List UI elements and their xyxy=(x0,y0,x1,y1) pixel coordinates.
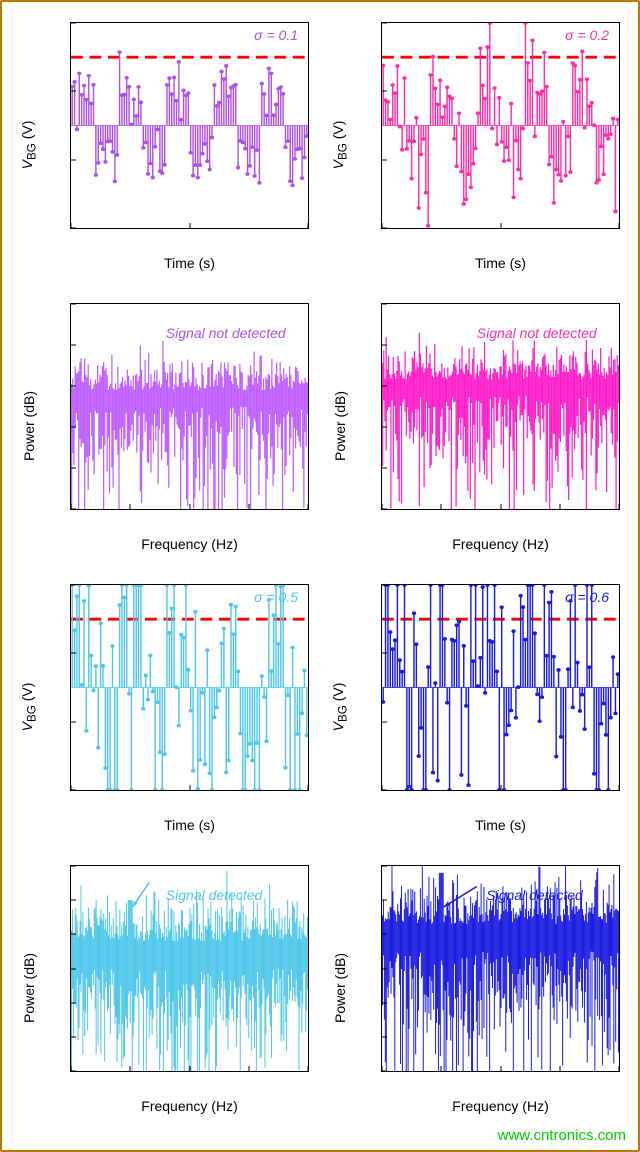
signal-annotation: Signal not detected xyxy=(166,325,286,341)
x-tick: 0 xyxy=(70,1071,74,1072)
plot-area: -4-3-2-102.55σ = 0.6 xyxy=(381,584,620,791)
x-tick: 10 xyxy=(612,1071,620,1072)
plot-area: -280-260-240-220-200-18002.557.510Signal… xyxy=(381,303,620,510)
x-tick: 0 xyxy=(381,228,385,229)
x-tick: 2.5 xyxy=(492,228,509,229)
y-axis-label: Power (dB) xyxy=(332,928,348,1048)
plot-area: -4-3-2-102.55σ = 0.5 xyxy=(70,584,309,791)
x-tick: 5 xyxy=(305,790,309,791)
y-axis-label: VBG (V) xyxy=(19,85,39,205)
x-axis-label: Time (s) xyxy=(70,817,309,833)
x-tick: 2.5 xyxy=(122,1071,139,1072)
x-tick: 10 xyxy=(301,1071,309,1072)
panel-sigma-0-6-time: -4-3-2-102.55σ = 0.6VBG (V)Time (s) xyxy=(323,578,628,835)
x-tick: 0 xyxy=(70,228,74,229)
x-tick: 0 xyxy=(381,509,385,510)
x-tick: 5 xyxy=(305,228,309,229)
x-tick: 5 xyxy=(186,509,193,510)
x-tick: 5 xyxy=(186,1071,193,1072)
sigma-label: σ = 0.1 xyxy=(254,27,298,43)
signal-annotation: Signal not detected xyxy=(477,325,597,341)
x-tick: 7.5 xyxy=(240,509,257,510)
x-tick: 5 xyxy=(497,1071,504,1072)
panel-sigma-0-1-time: -4-3-2-102.55σ = 0.1VBG (V)Time (s) xyxy=(12,16,317,273)
x-tick: 5 xyxy=(616,790,620,791)
figure-page: -4-3-2-102.55σ = 0.1VBG (V)Time (s) -4-3… xyxy=(0,0,640,1152)
plot-area: -190-180-170-160-150-140-13002.557.510Si… xyxy=(381,865,620,1072)
x-axis-label: Frequency (Hz) xyxy=(70,1098,309,1114)
y-axis-label: Power (dB) xyxy=(332,366,348,486)
y-axis-label: Power (dB) xyxy=(21,366,37,486)
panel-sigma-0-2-power: -280-260-240-220-200-18002.557.510Signal… xyxy=(323,297,628,554)
sigma-label: σ = 0.5 xyxy=(254,589,298,605)
y-axis-label: VBG (V) xyxy=(330,647,350,767)
x-tick: 2.5 xyxy=(122,509,139,510)
x-tick: 2.5 xyxy=(433,509,450,510)
x-tick: 0 xyxy=(381,1071,385,1072)
x-axis-label: Frequency (Hz) xyxy=(70,536,309,552)
x-tick: 2.5 xyxy=(181,790,198,791)
y-axis-label: Power (dB) xyxy=(21,928,37,1048)
x-axis-label: Time (s) xyxy=(381,255,620,271)
plot-area: -4-3-2-102.55σ = 0.2 xyxy=(381,22,620,229)
sigma-label: σ = 0.6 xyxy=(565,589,609,605)
plot-area: -190-180-170-160-150-140-13002.557.510Si… xyxy=(70,865,309,1072)
x-tick: 2.5 xyxy=(492,790,509,791)
y-axis-label: VBG (V) xyxy=(330,85,350,205)
panel-sigma-0-1-power: -280-260-240-220-200-18002.557.510Signal… xyxy=(12,297,317,554)
panel-grid: -4-3-2-102.55σ = 0.1VBG (V)Time (s) -4-3… xyxy=(2,2,638,1122)
plot-area: -280-260-240-220-200-18002.557.510Signal… xyxy=(70,303,309,510)
x-axis-label: Time (s) xyxy=(381,817,620,833)
x-tick: 7.5 xyxy=(240,1071,257,1072)
signal-annotation: Signal detected xyxy=(166,887,263,903)
signal-annotation: Signal detected xyxy=(486,887,583,903)
sigma-label: σ = 0.2 xyxy=(565,27,609,43)
x-tick: 10 xyxy=(612,509,620,510)
x-tick: 7.5 xyxy=(551,1071,568,1072)
x-tick: 2.5 xyxy=(433,1071,450,1072)
x-tick: 2.5 xyxy=(181,228,198,229)
x-tick: 5 xyxy=(497,509,504,510)
panel-sigma-0-5-power: -190-180-170-160-150-140-13002.557.510Si… xyxy=(12,859,317,1116)
x-tick: 7.5 xyxy=(551,509,568,510)
y-axis-label: VBG (V) xyxy=(19,647,39,767)
x-tick: 0 xyxy=(70,790,74,791)
x-axis-label: Frequency (Hz) xyxy=(381,536,620,552)
plot-area: -4-3-2-102.55σ = 0.1 xyxy=(70,22,309,229)
watermark: www.cntronics.com xyxy=(498,1127,626,1144)
x-tick: 0 xyxy=(70,509,74,510)
x-tick: 0 xyxy=(381,790,385,791)
x-tick: 10 xyxy=(301,509,309,510)
x-axis-label: Time (s) xyxy=(70,255,309,271)
panel-sigma-0-2-time: -4-3-2-102.55σ = 0.2VBG (V)Time (s) xyxy=(323,16,628,273)
x-axis-label: Frequency (Hz) xyxy=(381,1098,620,1114)
panel-sigma-0-6-power: -190-180-170-160-150-140-13002.557.510Si… xyxy=(323,859,628,1116)
panel-sigma-0-5-time: -4-3-2-102.55σ = 0.5VBG (V)Time (s) xyxy=(12,578,317,835)
x-tick: 5 xyxy=(616,228,620,229)
